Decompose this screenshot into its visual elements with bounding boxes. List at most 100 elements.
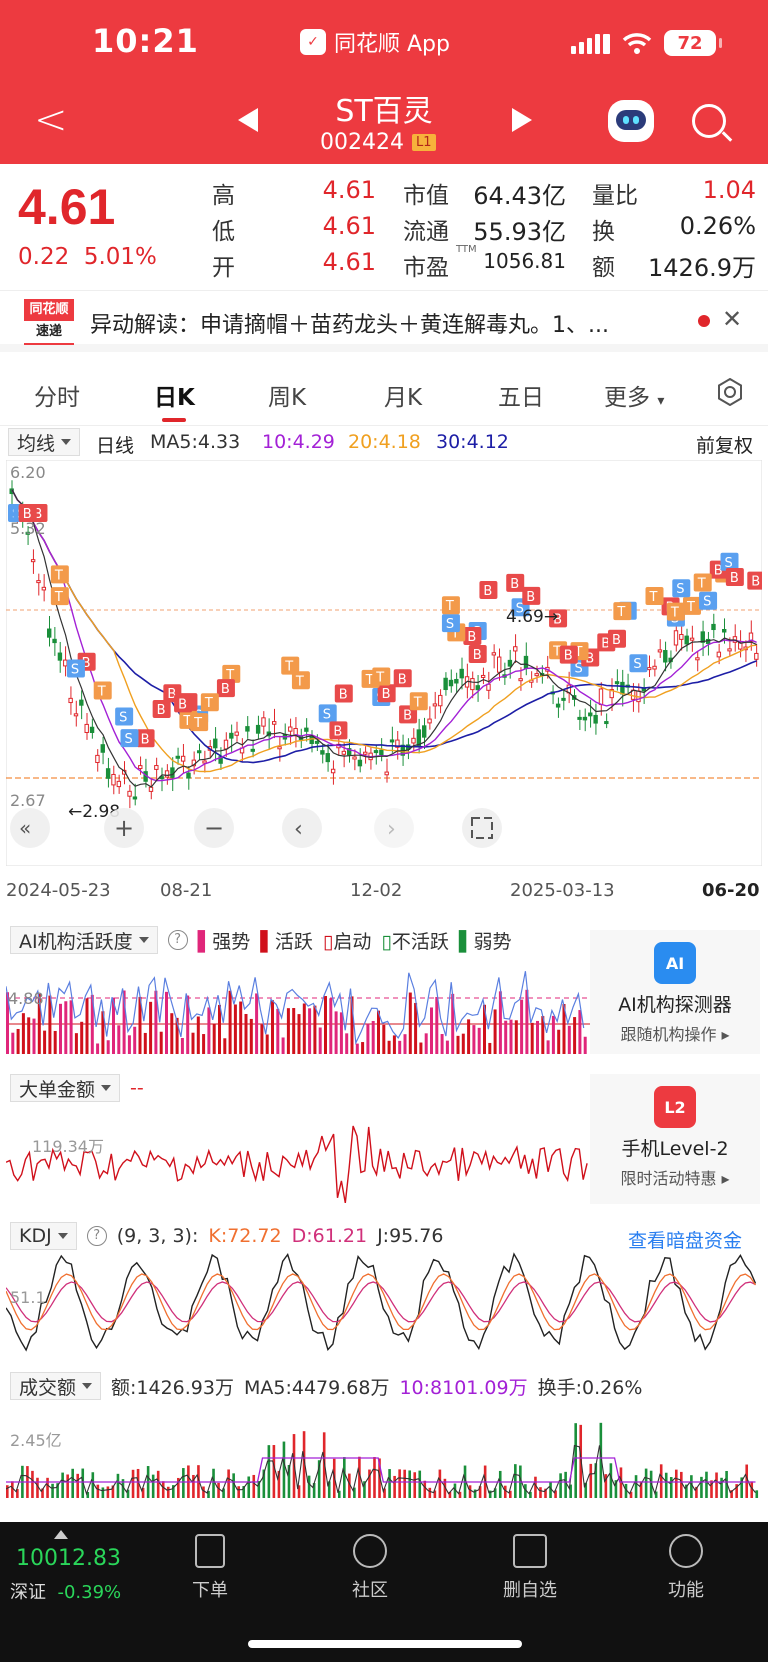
ai-bar: [302, 1003, 306, 1054]
svg-text:S: S: [119, 710, 127, 725]
tab-intraday[interactable]: 分时: [34, 385, 80, 411]
signal-badge: T: [645, 587, 664, 606]
caret-down-icon: [101, 1085, 112, 1091]
ai-bar: [546, 1040, 550, 1054]
candle-body: [507, 659, 513, 667]
volume-bar: [634, 1475, 638, 1498]
adjust-toggle[interactable]: 前复权: [696, 435, 754, 457]
candle-body: [432, 703, 438, 707]
ai-bar: [170, 1013, 174, 1054]
big-order-value: --: [130, 1077, 144, 1099]
help-icon[interactable]: ?: [86, 1226, 107, 1246]
svg-text:B: B: [221, 682, 230, 697]
ma-mode-dropdown[interactable]: 均线: [8, 428, 81, 456]
ai-bar: [96, 1043, 100, 1054]
news-text[interactable]: 异动解读：申请摘帽＋苗药龙头＋黄连解毒丸。1、...: [90, 313, 609, 338]
candle-body: [663, 650, 668, 663]
volume-bar: [614, 1480, 618, 1498]
caret-down-icon: [57, 1233, 68, 1239]
volume-bar: [705, 1471, 708, 1498]
help-icon[interactable]: ?: [167, 930, 188, 950]
prev-stock-icon[interactable]: [238, 108, 258, 132]
ai-bar: [122, 990, 126, 1054]
svg-text:T: T: [445, 599, 454, 614]
ai-bar: [498, 991, 502, 1054]
ai-bar: [106, 1040, 110, 1054]
svg-text:T: T: [182, 714, 191, 729]
float-cap-value: 55.93亿: [473, 218, 566, 246]
tab-more[interactable]: 更多 ▾: [604, 378, 664, 412]
svg-text:‹: ‹: [294, 817, 303, 842]
ai-bar: [567, 1025, 571, 1054]
stock-code: 002424 L1: [320, 130, 436, 155]
price-change: 0.22 5.01%: [18, 244, 157, 270]
trade-signals: STTBBTBSBBSSBBBBTTTTBBBTSSBBSBBTBTTBSSTS…: [8, 504, 762, 748]
volume-bar: [31, 1470, 34, 1498]
low-marker: ←2.98: [68, 802, 120, 822]
settings-icon[interactable]: [716, 378, 744, 406]
dark-pool-link[interactable]: 查看暗盘资金: [628, 1230, 743, 1252]
big-order-dropdown[interactable]: 大单金额: [10, 1074, 121, 1102]
search-icon[interactable]: [692, 104, 726, 138]
tab-daily[interactable]: 日K: [154, 385, 195, 411]
robot-assistant-icon[interactable]: [608, 100, 654, 142]
volume-bar: [488, 1490, 492, 1498]
svg-text:B: B: [473, 648, 482, 663]
signal-badge: T: [93, 681, 112, 700]
candle-body: [679, 634, 684, 640]
news-banner[interactable]: 同花顺 速递 异动解读：申请摘帽＋苗药龙头＋黄连解毒丸。1、... ✕: [0, 290, 768, 352]
order-doc-icon: [195, 1534, 225, 1568]
svg-text:«: «: [19, 816, 31, 840]
signal-badge: B: [468, 645, 487, 664]
tab-weekly[interactable]: 周K: [268, 385, 307, 411]
nav-remove-watchlist[interactable]: 删自选: [480, 1534, 580, 1602]
market-cap-value: 64.43亿: [473, 182, 566, 210]
candle-body: [111, 773, 116, 786]
svg-text:B: B: [178, 697, 187, 712]
turnover-title: 成交额 额:1426.93万 MA5:4479.68万 10:8101.09万 …: [10, 1372, 642, 1400]
ttm-label: TTM: [456, 244, 477, 255]
candle-body: [577, 716, 582, 720]
ai-bar: [361, 1042, 365, 1054]
svg-text:B: B: [33, 507, 42, 522]
ai-bar: [265, 1034, 269, 1054]
candle-body: [52, 638, 57, 644]
big-order-chart: 119.34万: [6, 1125, 588, 1204]
turnover-dropdown[interactable]: 成交额: [10, 1372, 102, 1400]
candle-body: [716, 651, 722, 658]
next-stock-icon[interactable]: [512, 108, 532, 132]
candle-body: [272, 721, 277, 725]
volume-bar: [398, 1469, 401, 1498]
nav-order[interactable]: 下单: [160, 1534, 260, 1602]
market-cap-label: 市值: [403, 183, 449, 209]
volume-bar: [378, 1458, 381, 1498]
ai-detector-card[interactable]: AI AI机构探测器 跟随机构操作 ▸: [590, 930, 760, 1054]
ai-bar: [562, 1004, 566, 1054]
status-time: 10:21: [92, 22, 199, 60]
tab-five-day[interactable]: 五日: [498, 385, 544, 411]
volume-bar: [46, 1477, 49, 1498]
candle-body: [320, 750, 325, 755]
svg-text:B: B: [141, 732, 150, 747]
index-value[interactable]: 10012.83: [16, 1546, 121, 1571]
volume-bar: [750, 1481, 754, 1498]
kline-chart[interactable]: STTBBTBSBBSSBBBBTTTTBBBTSSBBSBBTBTTBSSTS…: [6, 460, 762, 866]
expand-up-icon[interactable]: [54, 1530, 68, 1539]
tab-monthly[interactable]: 月K: [384, 385, 423, 411]
ai-bar: [392, 1035, 396, 1054]
volume-bar: [654, 1491, 658, 1498]
ai-bar: [165, 991, 168, 1054]
volume-bar: [71, 1468, 74, 1498]
back-icon[interactable]: <: [34, 97, 68, 143]
close-icon[interactable]: ✕: [722, 305, 743, 333]
ai-bar: [16, 1028, 20, 1054]
level2-card[interactable]: L2 手机Level-2 限时活动特惠 ▸: [590, 1074, 760, 1204]
nav-community[interactable]: 社区: [320, 1534, 420, 1602]
volume-bar: [549, 1481, 552, 1498]
ai-indicator-dropdown[interactable]: AI机构活跃度: [10, 926, 158, 954]
nav-functions[interactable]: 功能: [636, 1534, 736, 1602]
svg-text:T: T: [295, 674, 304, 689]
ai-bar: [414, 1002, 418, 1054]
kdj-dropdown[interactable]: KDJ: [10, 1222, 77, 1250]
ai-bar: [509, 1019, 513, 1054]
